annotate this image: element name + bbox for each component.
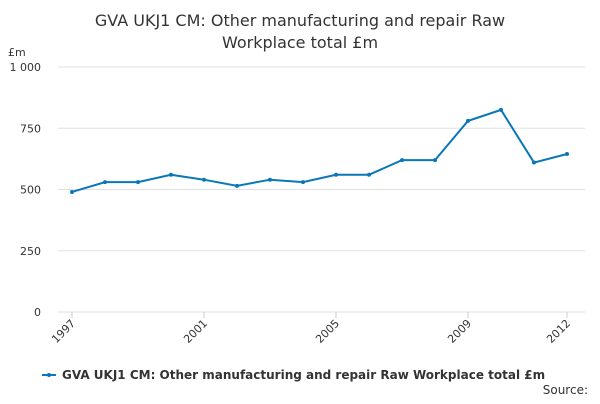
y-tick-label: 500 <box>20 184 41 197</box>
y-tick-label: 1 000 <box>10 61 42 74</box>
y-tick-label: 250 <box>20 245 41 258</box>
data-point <box>532 160 536 165</box>
legend-marker <box>47 373 51 377</box>
chart-title: GVA UKJ1 CM: Other manufacturing and rep… <box>95 11 505 52</box>
data-point <box>499 107 503 112</box>
data-point <box>367 172 371 177</box>
y-axis-label: £m <box>8 46 26 59</box>
data-point <box>400 158 404 163</box>
data-point <box>70 189 74 194</box>
y-tick-label: 750 <box>20 122 41 135</box>
x-tick-label: 2009 <box>445 317 474 346</box>
data-point <box>103 180 107 185</box>
x-tick-label: 2012 <box>544 317 573 346</box>
data-point <box>565 151 569 156</box>
series-line <box>71 108 568 193</box>
data-point <box>136 180 140 185</box>
x-tick-label: 1997 <box>49 317 78 346</box>
data-point <box>433 158 437 163</box>
data-point <box>466 118 470 123</box>
data-point <box>169 172 173 177</box>
data-point <box>202 177 206 182</box>
y-tick-label: 0 <box>34 306 41 319</box>
data-point <box>301 180 305 185</box>
x-tick-label: 2001 <box>181 317 210 346</box>
x-tick-label: 2005 <box>313 317 342 346</box>
data-point <box>268 177 272 182</box>
data-point <box>334 172 338 177</box>
data-point <box>235 183 239 188</box>
source: Source: <box>543 383 588 397</box>
legend-label: GVA UKJ1 CM: Other manufacturing and rep… <box>62 368 545 382</box>
